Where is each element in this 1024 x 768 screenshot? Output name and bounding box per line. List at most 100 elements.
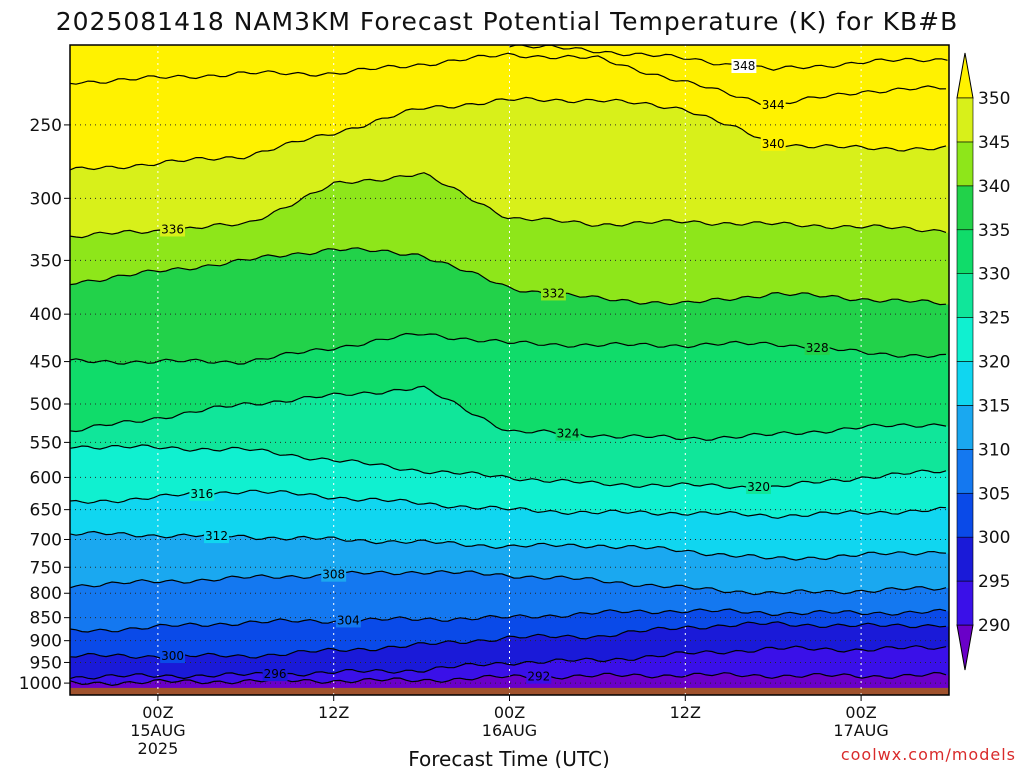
plot-area: 292 296 300 304 308 312 316 320 324 328 332 336 340 3… <box>70 45 949 695</box>
colorbar-label: 335 <box>978 221 1010 241</box>
contour-line-324 <box>70 385 947 441</box>
contour-label-background <box>160 649 186 664</box>
contour-label-background <box>731 59 757 74</box>
y-tick-label: 350 <box>30 251 62 271</box>
contour-label-background <box>760 98 786 113</box>
y-tick-label: 1000 <box>19 674 62 694</box>
contour-label-background <box>746 480 772 495</box>
colorbar-label: 300 <box>978 528 1010 548</box>
colorbar-swatch <box>956 141 974 187</box>
x-tick-label: 00Z <box>494 703 525 722</box>
x-axis-label: Forecast Time (UTC) <box>408 747 610 768</box>
colorbar-label: 290 <box>978 616 1010 636</box>
contour-label-background <box>321 567 347 582</box>
colorbar-label: 340 <box>978 177 1010 197</box>
contour-label: 340 <box>762 137 785 151</box>
contour-label: 348 <box>732 59 755 73</box>
contour-line-292 <box>70 671 947 687</box>
y-tick-label: 600 <box>30 468 62 488</box>
colorbar-swatch <box>956 229 974 274</box>
x-tick-label: 2025 <box>138 739 179 758</box>
contour-label: 300 <box>161 649 184 663</box>
colorbar-swatch <box>956 361 974 406</box>
contour-line-296 <box>70 645 947 680</box>
colorbar-extend-max <box>956 52 974 99</box>
chart-title: 2025081418 NAM3KM Forecast Potential Tem… <box>56 7 959 36</box>
ground-shading <box>70 687 949 695</box>
contour-label: 344 <box>762 98 785 112</box>
credit-text: coolwx.com/models <box>841 745 1016 764</box>
contour-label-background <box>335 613 361 628</box>
contour-line-336 <box>70 172 947 239</box>
contour-line-308 <box>70 570 947 596</box>
contour-label-background <box>760 136 786 151</box>
contour-label: 332 <box>542 286 565 300</box>
colorbar-label: 325 <box>978 309 1010 329</box>
contour-label-background <box>262 667 288 682</box>
colorbar-label: 295 <box>978 572 1010 592</box>
x-tick-label: 17AUG <box>833 721 888 740</box>
y-axis: 250 300 350 400 450 500 550 600 650 700 750 800 850 9… <box>19 116 70 694</box>
colorbar: 290 295 300 305 310 315 320 325 330 335 340 345 350 <box>956 52 1010 671</box>
contour-label: 324 <box>557 427 580 441</box>
contour-line-320 <box>70 444 947 491</box>
contour-label: 312 <box>205 529 228 543</box>
contour-label: 304 <box>337 613 360 627</box>
colorbar-swatch <box>956 185 974 231</box>
colorbar-label: 315 <box>978 396 1010 416</box>
colorbar-swatch <box>956 536 974 582</box>
x-tick-label: 15AUG <box>130 721 185 740</box>
x-tick-label: 00Z <box>142 703 173 722</box>
colorbar-swatch <box>956 405 974 450</box>
y-tick-label: 650 <box>30 501 62 521</box>
colorbar-label: 350 <box>978 89 1010 109</box>
y-tick-label: 850 <box>30 609 62 629</box>
y-tick-label: 950 <box>30 653 62 673</box>
contour-label: 292 <box>527 670 550 684</box>
contour-label-background <box>526 669 552 684</box>
contour-line-300 <box>70 621 947 660</box>
y-tick-label: 750 <box>30 558 62 578</box>
contour-label: 336 <box>161 222 184 236</box>
contour-line-328 <box>70 332 947 365</box>
colorbar-swatch <box>956 492 974 538</box>
y-tick-label: 700 <box>30 530 62 550</box>
contour-line-340 <box>70 96 947 171</box>
colorbar-label: 345 <box>978 133 1010 153</box>
colorbar-swatch <box>956 449 974 494</box>
colorbar-swatch <box>956 97 974 143</box>
contour-label: 328 <box>806 341 829 355</box>
contour-line-332 <box>70 247 947 306</box>
contour-line-304 <box>70 608 947 633</box>
colorbar-label: 330 <box>978 265 1010 285</box>
colorbar-label: 305 <box>978 484 1010 504</box>
contour-label: 308 <box>322 568 345 582</box>
y-tick-label: 900 <box>30 632 62 652</box>
colorbar-extend-min <box>956 624 974 671</box>
y-tick-label: 400 <box>30 305 62 325</box>
y-tick-label: 800 <box>30 584 62 604</box>
y-tick-label: 500 <box>30 395 62 415</box>
contour-label-background <box>804 340 830 355</box>
colorbar-label: 320 <box>978 353 1010 373</box>
y-tick-label: 550 <box>30 433 62 453</box>
contour-label-background <box>555 426 581 441</box>
contour-label-background <box>540 286 566 301</box>
y-tick-label: 450 <box>30 353 62 373</box>
contour-label: 296 <box>264 667 287 681</box>
contour-line-316 <box>70 489 947 519</box>
contour-line-348 <box>509 45 948 71</box>
colorbar-swatch <box>956 580 974 626</box>
contour-label: 320 <box>747 480 770 494</box>
x-tick-label: 12Z <box>670 703 701 722</box>
contour-label-background <box>160 222 186 237</box>
y-tick-label: 250 <box>30 116 62 136</box>
x-tick-label: 12Z <box>318 703 349 722</box>
x-tick-label: 16AUG <box>482 721 537 740</box>
contour-lines: 292 296 300 304 308 312 316 320 324 328 332 336 340 3… <box>70 45 948 687</box>
colorbar-label: 310 <box>978 440 1010 460</box>
y-tick-label: 300 <box>30 189 62 209</box>
colorbar-swatch <box>956 317 974 362</box>
